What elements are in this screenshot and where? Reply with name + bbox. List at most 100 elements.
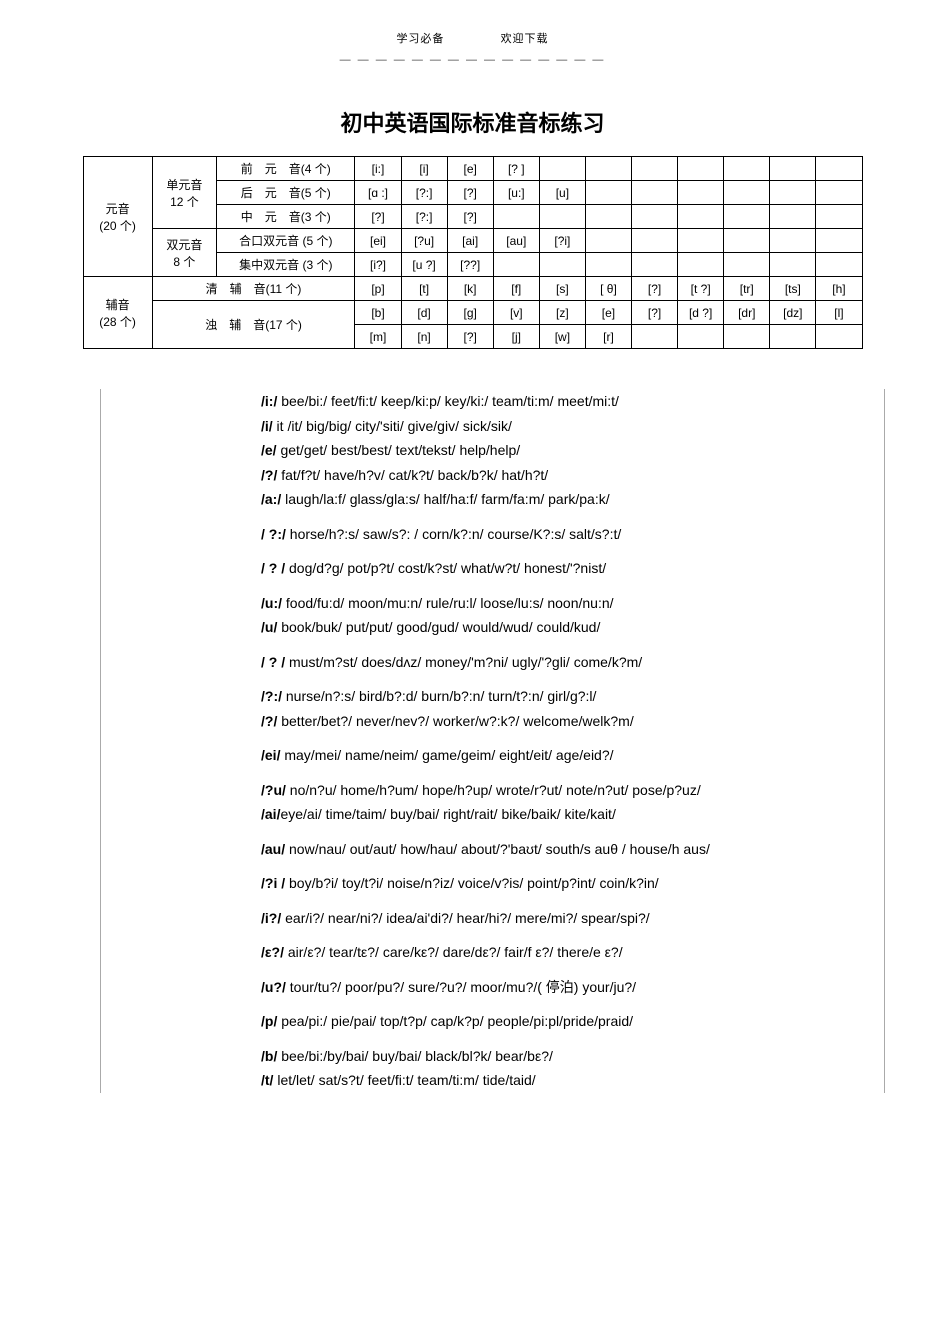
table-row: 元音 (20 个) 单元音 12 个 前 元 音(4 个) [i:] [i] [… [83,157,862,181]
example-line: /?/ fat/f?t/ have/h?v/ cat/k?t/ back/b?k… [261,463,804,488]
ipa-cell [770,229,816,253]
ipa-cell [585,229,631,253]
example-words: eye/ai/ time/taim/ buy/bai/ right/rait/ … [280,806,615,822]
ipa-cell [770,157,816,181]
ipa-cell: [tr] [724,277,770,301]
ipa-cell [678,229,724,253]
consonant-group-count: (28 个) [86,313,150,330]
ipa-cell: [p] [355,277,401,301]
central-vowel-cell: 中 元 音(3 个) [217,205,355,229]
ipa-cell: [n] [401,325,447,349]
ipa-cell: [dz] [770,301,816,325]
phoneme-heading: /i/ [261,418,273,434]
ipa-cell [678,205,724,229]
table-row: 双元音 8 个 合口双元音 (5 个) [ei] [?u] [ai] [au] … [83,229,862,253]
ipa-cell: [b] [355,301,401,325]
ipa-cell: [s] [539,277,585,301]
table-row: 浊 辅 音(17 个) [b] [d] [g] [v] [z] [e] [?] … [83,301,862,325]
example-words: horse/h?:s/ saw/s?: / corn/k?:n/ course/… [286,526,621,542]
example-line: /t/ let/let/ sat/s?t/ feet/fi:t/ team/ti… [261,1068,804,1093]
ipa-cell [585,157,631,181]
ipa-cell [539,253,585,277]
example-words: let/let/ sat/s?t/ feet/fi:t/ team/ti:m/ … [273,1072,535,1088]
ipa-cell [632,229,678,253]
ipa-cell [770,205,816,229]
vowel-group-label: 元音 [86,200,150,217]
ipa-cell [539,157,585,181]
example-line: / ?:/ horse/h?:s/ saw/s?: / corn/k?:n/ c… [261,522,804,547]
example-words: get/get/ best/best/ text/tekst/ help/hel… [277,442,521,458]
ipa-cell: [?:] [401,205,447,229]
ipa-cell: [d ?] [678,301,724,325]
example-line: /?u/ no/n?u/ home/h?um/ hope/h?up/ wrote… [261,778,804,803]
phoneme-heading: /?/ [261,467,277,483]
example-words: better/bet?/ never/nev?/ worker/w?:k?/ w… [277,713,633,729]
ipa-cell: [ɑ :] [355,181,401,205]
header-right-label: 欢迎下载 [501,33,549,45]
ipa-cell [770,253,816,277]
example-line: /ai/eye/ai/ time/taim/ buy/bai/ right/ra… [261,802,804,827]
phonetic-classification-table: 元音 (20 个) 单元音 12 个 前 元 音(4 个) [i:] [i] [… [83,156,863,349]
ipa-cell: [f] [493,277,539,301]
ipa-cell: [ts] [770,277,816,301]
example-line: /u:/ food/fu:d/ moon/mu:n/ rule/ru:l/ lo… [261,591,804,616]
ipa-cell [724,157,770,181]
ipa-cell [724,205,770,229]
phoneme-heading: /p/ [261,1013,277,1029]
example-line: /u?/ tour/tu?/ poor/pu?/ sure/?u?/ moor/… [261,975,804,1000]
phoneme-heading: /u/ [261,619,277,635]
voiced-consonant-cell: 浊 辅 音(17 个) [152,301,355,349]
ipa-cell: [ai] [447,229,493,253]
ipa-cell [678,253,724,277]
ipa-cell: [?] [632,301,678,325]
ipa-cell [678,325,724,349]
voiceless-consonant-cell: 清 辅 音(11 个) [152,277,355,301]
ipa-cell [493,205,539,229]
closing-diphthong-cell: 合口双元音 (5 个) [217,229,355,253]
ipa-cell: [?] [355,205,401,229]
ipa-cell: [?] [447,181,493,205]
vowel-group-count: (20 个) [86,217,150,234]
phoneme-heading: /t/ [261,1072,273,1088]
ipa-cell: [e] [447,157,493,181]
vowel-group-cell: 元音 (20 个) [83,157,152,277]
example-words: laugh/la:f/ glass/gla:s/ half/ha:f/ farm… [281,491,609,507]
example-line: / ? / must/m?st/ does/dʌz/ money/'m?ni/ … [261,650,804,675]
example-words: food/fu:d/ moon/mu:n/ rule/ru:l/ loose/l… [282,595,614,611]
example-words: nurse/n?:s/ bird/b?:d/ burn/b?:n/ turn/t… [282,688,596,704]
phoneme-heading: / ? / [261,654,285,670]
example-line: /i/ it /it/ big/big/ city/'siti/ give/gi… [261,414,804,439]
phoneme-heading: /?/ [261,713,277,729]
diphthong-cell: 双元音 8 个 [152,229,217,277]
phoneme-heading: /?i / [261,875,285,891]
ipa-cell: [d] [401,301,447,325]
ipa-cell [724,325,770,349]
back-vowel-cell: 后 元 音(5 个) [217,181,355,205]
example-line: /?:/ nurse/n?:s/ bird/b?:d/ burn/b?:n/ t… [261,684,804,709]
phoneme-heading: / ? / [261,560,285,576]
header-left-label: 学习必备 [396,33,444,45]
monophthong-label: 单元音 [155,176,215,193]
example-line: /ε?/ air/ε?/ tear/tε?/ care/kε?/ dare/dε… [261,940,804,965]
ipa-cell [770,181,816,205]
example-words: book/buk/ put/put/ good/gud/ would/wud/ … [277,619,600,635]
ipa-cell [632,157,678,181]
front-vowel-cell: 前 元 音(4 个) [217,157,355,181]
example-words: boy/b?i/ toy/t?i/ noise/n?iz/ voice/v?is… [285,875,659,891]
ipa-cell [539,205,585,229]
example-words: no/n?u/ home/h?um/ hope/h?up/ wrote/r?ut… [286,782,701,798]
consonant-group-cell: 辅音 (28 个) [83,277,152,349]
phoneme-heading: /u?/ [261,979,286,995]
header-dash-line: — — — — — — — — — — — — — — — [0,54,945,66]
phoneme-heading: /u:/ [261,595,282,611]
example-words: must/m?st/ does/dʌz/ money/'m?ni/ ugly/'… [285,654,642,670]
ipa-cell: [u ?] [401,253,447,277]
ipa-cell: [u] [539,181,585,205]
ipa-cell: [l] [816,301,862,325]
example-line: /i?/ ear/i?/ near/ni?/ idea/ai'di?/ hear… [261,906,804,931]
page-title: 初中英语国际标准音标练习 [0,106,945,138]
ipa-cell [770,325,816,349]
phonetic-examples-list: /i:/ bee/bi:/ feet/fi:t/ keep/ki:p/ key/… [100,389,885,1093]
ipa-cell: [t] [401,277,447,301]
ipa-cell: [g] [447,301,493,325]
